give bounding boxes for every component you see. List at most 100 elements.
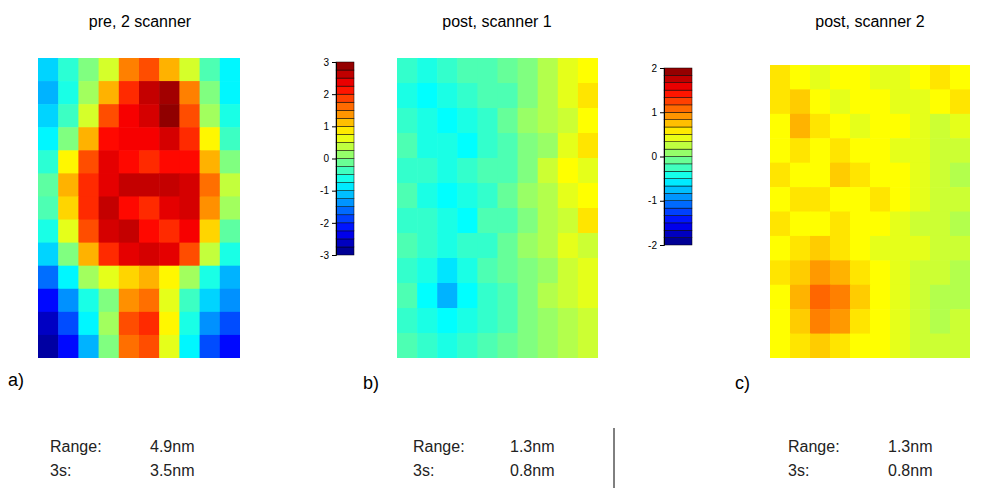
- heat-cell: [477, 208, 498, 234]
- heat-cell: [457, 183, 478, 209]
- heat-cell: [159, 312, 180, 336]
- heat-cell: [558, 158, 579, 184]
- heat-cell: [538, 333, 559, 358]
- colorbar-band: [664, 127, 692, 134]
- heat-cell: [200, 266, 221, 290]
- heat-cell: [810, 187, 831, 212]
- heat-cell: [159, 289, 180, 313]
- heat-cell: [139, 312, 160, 336]
- colorbar-band: [336, 110, 354, 118]
- heat-cell: [179, 335, 200, 358]
- heat-cell: [950, 114, 970, 139]
- heat-cell: [99, 266, 120, 290]
- heat-cell: [790, 65, 811, 90]
- heat-cell: [890, 187, 911, 212]
- heat-cell: [890, 138, 911, 163]
- heat-cell: [179, 127, 200, 151]
- heat-cell: [38, 196, 59, 220]
- panel-title: post, scanner 1: [442, 13, 552, 30]
- heat-cell: [78, 243, 99, 267]
- cells: [397, 58, 598, 358]
- stat-label: 3s:: [788, 462, 809, 479]
- heat-cell: [518, 258, 539, 284]
- heat-cell: [99, 81, 120, 105]
- colorbar-band: [664, 98, 692, 105]
- heat-cell: [58, 81, 79, 105]
- heat-cell: [870, 212, 891, 237]
- heat-cell: [200, 289, 221, 313]
- tick-label: 3: [323, 57, 329, 68]
- colorbar-band: [336, 62, 354, 70]
- heat-cell: [950, 212, 970, 237]
- heat-cell: [850, 260, 871, 285]
- heat-cell: [558, 208, 579, 234]
- heat-cell: [498, 83, 519, 109]
- cells: [38, 58, 240, 358]
- heat-cell: [870, 309, 891, 334]
- heat-cell: [220, 58, 240, 82]
- heat-cell: [850, 187, 871, 212]
- heat-cell: [477, 233, 498, 259]
- heat-cell: [437, 58, 458, 84]
- tick-mark: [660, 157, 664, 158]
- colorbar-band: [336, 247, 354, 255]
- heat-cell: [870, 163, 891, 188]
- heat-cell: [890, 163, 911, 188]
- heat-cell: [139, 289, 160, 313]
- heat-cell: [119, 104, 140, 128]
- heat-cell: [78, 289, 99, 313]
- heat-cell: [78, 150, 99, 174]
- heat-cell: [397, 158, 418, 184]
- heat-cell: [220, 335, 240, 358]
- heat-cell: [830, 114, 851, 139]
- tick: -2: [648, 240, 664, 251]
- tick-label: 1: [651, 107, 657, 118]
- heat-cell: [890, 309, 911, 334]
- heat-cell: [417, 308, 438, 334]
- heat-cell: [498, 208, 519, 234]
- heat-cell: [139, 58, 160, 82]
- heat-cell: [457, 83, 478, 109]
- heat-cell: [790, 114, 811, 139]
- heat-cell: [558, 333, 579, 358]
- heat-cell: [58, 335, 79, 358]
- heat-cell: [220, 220, 240, 244]
- heat-cell: [870, 65, 891, 90]
- heat-cell: [870, 334, 891, 358]
- stat-label: Range:: [50, 438, 102, 455]
- stat-label: Range:: [413, 438, 465, 455]
- colorbar-band: [664, 120, 692, 127]
- heat-cell: [397, 133, 418, 159]
- heat-cell: [179, 104, 200, 128]
- heat-cell: [179, 289, 200, 313]
- heat-cell: [159, 243, 180, 267]
- heat-cell: [578, 83, 598, 109]
- tick-label: 0: [323, 153, 329, 164]
- heat-cell: [457, 258, 478, 284]
- tick-mark: [660, 68, 664, 69]
- heat-cell: [397, 283, 418, 309]
- heat-cell: [477, 133, 498, 159]
- panel-title: pre, 2 scanner: [89, 13, 192, 30]
- heat-cell: [78, 104, 99, 128]
- stat-value: 0.8nm: [510, 462, 554, 479]
- heat-cell: [538, 108, 559, 134]
- tick-mark: [332, 62, 336, 63]
- heat-cell: [99, 173, 120, 197]
- heat-cell: [119, 312, 140, 336]
- heat-cell: [200, 81, 221, 105]
- tick-mark: [660, 201, 664, 202]
- heat-cell: [518, 233, 539, 259]
- heat-cell: [930, 334, 951, 358]
- heat-cell: [437, 83, 458, 109]
- heat-cell: [78, 81, 99, 105]
- heat-cell: [830, 89, 851, 114]
- heat-cell: [38, 266, 59, 290]
- colorbar-band: [336, 175, 354, 183]
- heat-cell: [78, 196, 99, 220]
- heat-cell: [119, 243, 140, 267]
- heat-cell: [910, 187, 931, 212]
- heat-cell: [38, 104, 59, 128]
- heat-cell: [417, 158, 438, 184]
- tick-label: 2: [651, 63, 657, 74]
